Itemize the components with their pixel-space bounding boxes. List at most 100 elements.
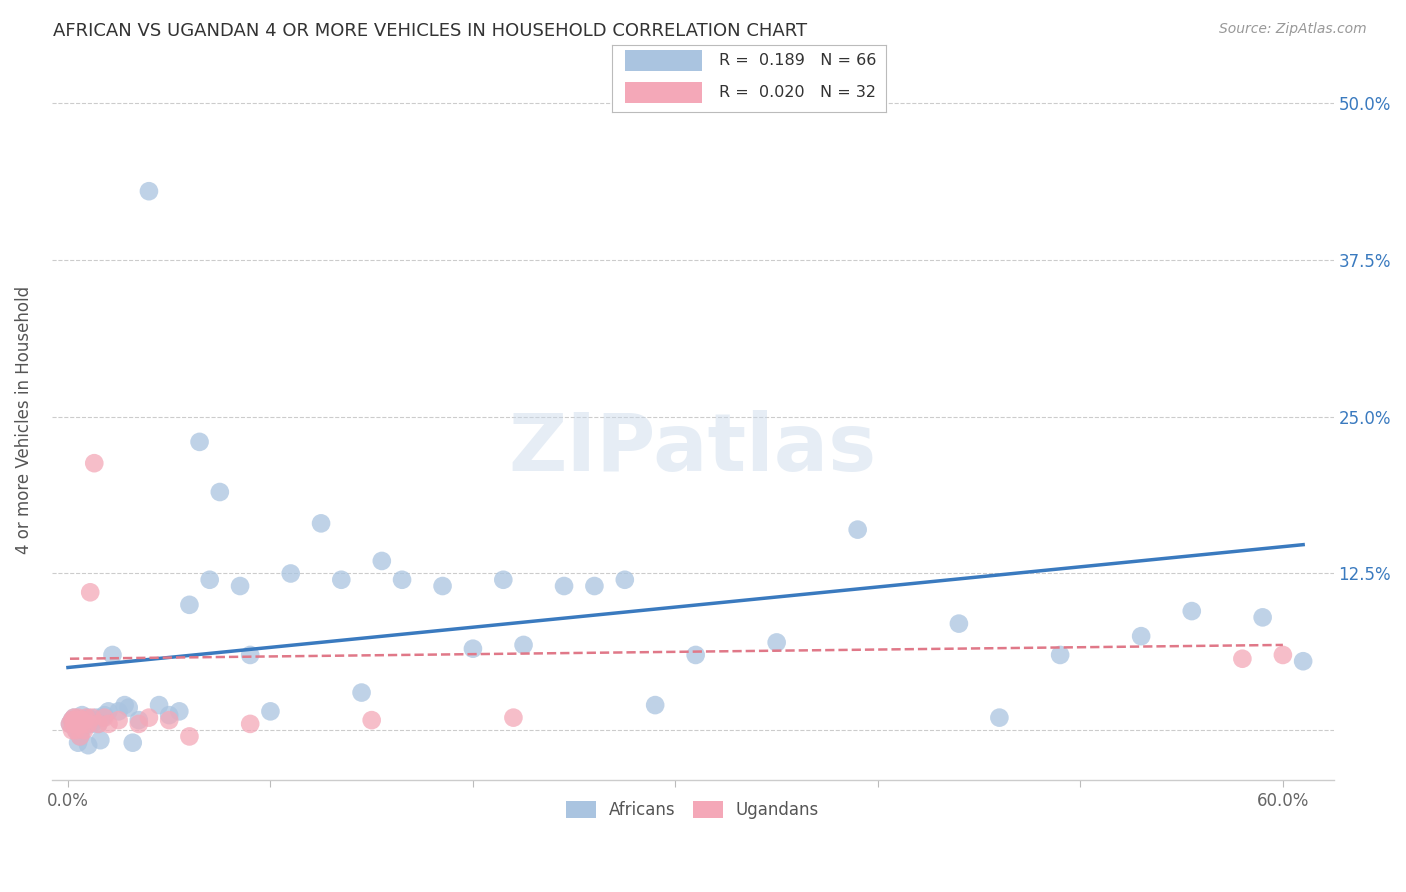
Point — [65, 723, 87, 738]
Point — [87, 717, 110, 731]
Point — [73, 723, 96, 738]
Point — [89, 733, 111, 747]
Point — [65, 723, 87, 738]
Point — [179, 730, 201, 744]
Y-axis label: 4 or more Vehicles in Household: 4 or more Vehicles in Household — [15, 286, 32, 554]
Text: Source: ZipAtlas.com: Source: ZipAtlas.com — [1219, 22, 1367, 37]
Point — [79, 585, 101, 599]
Bar — [626, 82, 702, 103]
Text: AFRICAN VS UGANDAN 4 OR MORE VEHICLES IN HOUSEHOLD CORRELATION CHART: AFRICAN VS UGANDAN 4 OR MORE VEHICLES IN… — [53, 22, 807, 40]
Point — [350, 685, 373, 699]
Point — [157, 708, 180, 723]
Point — [391, 573, 413, 587]
Point — [63, 711, 86, 725]
Point — [73, 713, 96, 727]
Point — [492, 573, 515, 587]
Point — [87, 717, 110, 731]
Point — [502, 711, 524, 725]
Point — [208, 485, 231, 500]
Point — [765, 635, 787, 649]
Point — [846, 523, 869, 537]
Point — [179, 598, 201, 612]
Point — [59, 717, 82, 731]
Point — [77, 738, 100, 752]
Point — [77, 711, 100, 725]
Point — [77, 717, 100, 731]
Point — [91, 711, 114, 725]
Legend: Africans, Ugandans: Africans, Ugandans — [560, 795, 825, 826]
Point — [1271, 648, 1294, 662]
Point — [67, 713, 90, 727]
Point — [73, 713, 96, 727]
Point — [60, 713, 83, 727]
Point — [65, 719, 87, 733]
Point — [83, 456, 105, 470]
Point — [97, 717, 120, 731]
Point — [69, 717, 91, 731]
Point — [60, 723, 83, 738]
Point — [685, 648, 707, 662]
Point — [138, 184, 160, 198]
Point — [553, 579, 575, 593]
Point — [157, 713, 180, 727]
Point — [59, 717, 82, 731]
Point — [644, 698, 666, 712]
Text: ZIPatlas: ZIPatlas — [509, 409, 877, 488]
Point — [114, 698, 136, 712]
Text: R =  0.189   N = 66: R = 0.189 N = 66 — [718, 54, 876, 68]
Point — [65, 713, 87, 727]
Point — [1181, 604, 1204, 618]
Point — [67, 717, 90, 731]
Point — [63, 711, 86, 725]
Point — [1049, 648, 1071, 662]
Point — [70, 723, 93, 738]
Point — [69, 713, 91, 727]
Point — [1292, 654, 1315, 668]
Point — [83, 713, 105, 727]
Point — [70, 717, 93, 731]
Point — [67, 711, 90, 725]
Point — [107, 713, 129, 727]
Point — [1251, 610, 1274, 624]
Point — [512, 638, 534, 652]
Point — [67, 736, 90, 750]
Point — [63, 715, 86, 730]
Point — [121, 736, 143, 750]
Text: R =  0.020   N = 32: R = 0.020 N = 32 — [718, 86, 876, 100]
Point — [169, 704, 191, 718]
Point — [69, 730, 91, 744]
Point — [239, 717, 262, 731]
Point — [461, 641, 484, 656]
Point — [93, 708, 115, 723]
Point — [82, 717, 104, 731]
Point — [128, 717, 150, 731]
Point — [239, 648, 262, 662]
Point — [583, 579, 606, 593]
Point — [1130, 629, 1153, 643]
Point — [79, 715, 101, 730]
Point — [60, 713, 83, 727]
Point — [63, 717, 86, 731]
Point — [82, 711, 104, 725]
Point — [75, 711, 97, 725]
Point — [138, 711, 160, 725]
Point — [1232, 651, 1254, 665]
Point — [128, 713, 150, 727]
Point — [107, 704, 129, 718]
Point — [229, 579, 252, 593]
Point — [148, 698, 170, 712]
Point — [330, 573, 353, 587]
Point — [70, 708, 93, 723]
Point — [198, 573, 221, 587]
Point — [432, 579, 454, 593]
Bar — [626, 50, 702, 71]
Point — [75, 717, 97, 731]
Point — [988, 711, 1011, 725]
Point — [360, 713, 382, 727]
Point — [97, 704, 120, 718]
Point — [93, 711, 115, 725]
Point — [84, 711, 107, 725]
Point — [118, 700, 141, 714]
Point — [280, 566, 302, 581]
Point — [259, 704, 281, 718]
